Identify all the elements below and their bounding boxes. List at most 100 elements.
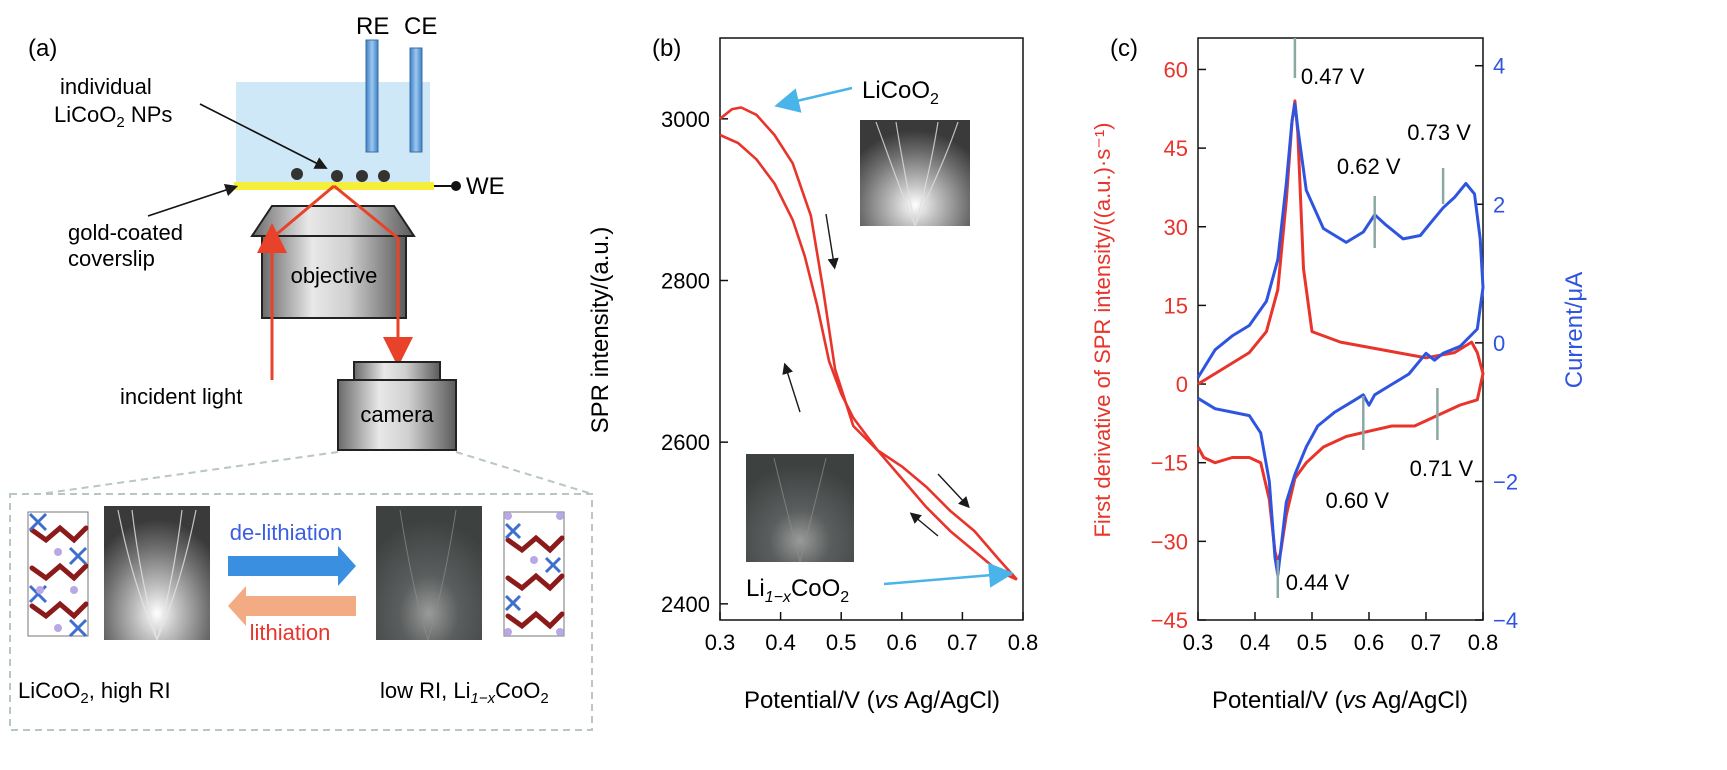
y-left-tick-label: −30 — [1151, 529, 1188, 554]
peak-label: 0.44 V — [1286, 570, 1350, 595]
reference-electrode — [365, 39, 379, 153]
x-tick-label: 0.3 — [705, 630, 736, 655]
panel-b: (b) 0.3 0.4 0.5 0.6 0.7 0.8 2400 2600 2800 3000 L… — [587, 35, 1038, 714]
ce-label: CE — [404, 13, 437, 40]
licoo2-crystal — [27, 511, 89, 638]
incident-light-label: incident light — [120, 384, 242, 409]
reflected-ray — [333, 184, 399, 240]
y-tick-label: 2800 — [661, 269, 710, 294]
panel-c-peak-labels: 0.47 V 0.62 V0.73 V 0.60 V 0.71 V 0.44 V — [1276, 38, 1474, 598]
inset-box — [9, 493, 593, 731]
scan-arrow — [825, 213, 839, 270]
we-terminal — [451, 181, 461, 191]
gold-label-line1: gold-coated — [68, 220, 183, 245]
licoo2-arrow — [774, 86, 853, 113]
series-line-reverse — [719, 133, 1018, 581]
x-tick-label: 0.3 — [1183, 630, 1214, 655]
left-state-label: LiCoO2, high RI — [18, 678, 171, 707]
panel-b-ylabel: SPR intensity/(a.u.) — [587, 227, 614, 434]
x-tick-label: 0.7 — [1411, 630, 1442, 655]
delithiation-label: de-lithiation — [230, 520, 343, 545]
y-left-tick-label: 60 — [1164, 57, 1188, 82]
inset-guide-right — [455, 451, 593, 495]
x-tick-label: 0.8 — [1468, 630, 1499, 655]
np-label-line1: individual — [60, 74, 152, 99]
camera-body — [337, 379, 457, 451]
y-right-tick-label: 0 — [1493, 331, 1505, 356]
y-left-tick-label: 15 — [1164, 293, 1188, 318]
x-tick-label: 0.4 — [765, 630, 796, 655]
peak-label: 0.47 V — [1301, 64, 1365, 89]
panel-b-axes: 0.3 0.4 0.5 0.6 0.7 0.8 2400 2600 2800 3000 — [661, 107, 1038, 655]
peak-label: 0.60 V — [1325, 488, 1389, 513]
panel-c-ylabel-right: Current/μA — [1561, 272, 1588, 389]
x-tick-label: 0.5 — [1297, 630, 1328, 655]
lithiation-arrow — [246, 596, 356, 616]
x-tick-label: 0.6 — [887, 630, 918, 655]
delithiation-arrow — [228, 556, 338, 576]
panel-a-label: (a) — [28, 35, 57, 62]
spr-inset-low — [746, 454, 854, 562]
scan-arrow — [909, 512, 939, 537]
counter-electrode — [409, 47, 423, 153]
panel-b-series — [719, 106, 1018, 581]
panel-c-frame — [1197, 37, 1484, 621]
camera-lens — [353, 361, 441, 381]
nanoparticle — [378, 170, 390, 182]
scan-arrow — [782, 362, 801, 413]
incident-ray-to-film — [271, 184, 335, 240]
x-tick-label: 0.5 — [826, 630, 857, 655]
panel-c-xlabel: Potential/V (vs Ag/AgCl) — [1212, 687, 1468, 714]
y-tick-label: 2600 — [661, 430, 710, 455]
np-label-line2: LiCoO2 NPs — [54, 102, 172, 131]
lithiation-label: lithiation — [250, 620, 331, 645]
peak-label: 0.62 V — [1337, 154, 1401, 179]
nanoparticle — [291, 168, 303, 180]
nanoparticle — [356, 170, 368, 182]
panel-a: (a) RE CE WE individual LiCoO2 NPs gold-… — [9, 13, 593, 731]
spr-image-dim — [376, 506, 482, 640]
panel-b-label: (b) — [652, 35, 681, 62]
series-line-forward — [719, 106, 1018, 581]
spr-image-bright — [104, 506, 210, 640]
y-left-tick-label: −15 — [1151, 451, 1188, 476]
np-pointer-arrow — [199, 103, 328, 169]
y-left-tick-label: −45 — [1151, 608, 1188, 633]
y-left-tick-label: 45 — [1164, 136, 1188, 161]
panel-b-frame — [719, 37, 1024, 621]
panel-c-axes: 0.3 0.4 0.5 0.6 0.7 0.8 −45 −30 −15 0 15 30 45 60 −4 −2… — [1151, 54, 1518, 655]
y-left-tick-label: 0 — [1176, 372, 1188, 397]
peak-label: 0.73 V — [1407, 120, 1471, 145]
right-state-label: low RI, Li1−xCoO2 — [380, 678, 549, 707]
current-curve — [1196, 102, 1485, 577]
licoo2-annotation: LiCoO2 — [862, 77, 939, 108]
y-left-tick-label: 30 — [1164, 215, 1188, 240]
gold-label-line2: coverslip — [68, 246, 155, 271]
x-tick-label: 0.8 — [1008, 630, 1039, 655]
panel-c-series — [1196, 99, 1485, 577]
li1x-arrow — [883, 562, 1014, 588]
gold-pointer-arrow — [147, 183, 239, 217]
scan-arrow — [937, 473, 970, 509]
objective-label: objective — [291, 263, 378, 288]
x-tick-label: 0.7 — [947, 630, 978, 655]
li1-x-coo2-crystal — [503, 511, 565, 637]
camera-label: camera — [360, 402, 434, 427]
re-label: RE — [356, 13, 389, 40]
y-right-tick-label: −4 — [1493, 608, 1518, 633]
y-right-tick-label: 2 — [1493, 192, 1505, 217]
panel-c-ylabel-left: First derivative of SPR intensity/((a.u.… — [1090, 122, 1115, 537]
y-right-tick-label: −2 — [1493, 469, 1518, 494]
y-right-tick-label: 4 — [1493, 54, 1505, 79]
panel-b-xlabel: Potential/V (vs Ag/AgCl) — [744, 687, 1000, 714]
nanoparticle — [331, 170, 343, 182]
electrolyte-bath — [236, 82, 430, 182]
li1x-annotation: Li1−xCoO2 — [746, 575, 849, 606]
x-tick-label: 0.4 — [1240, 630, 1271, 655]
peak-label: 0.71 V — [1410, 456, 1474, 481]
y-tick-label: 3000 — [661, 107, 710, 132]
y-tick-label: 2400 — [661, 592, 710, 617]
panel-c: (c) 0.3 0.4 0.5 0.6 0.7 0.8 −45 −30 −15 0 15 30 45 60… — [1090, 35, 1588, 714]
we-label: WE — [466, 173, 505, 200]
